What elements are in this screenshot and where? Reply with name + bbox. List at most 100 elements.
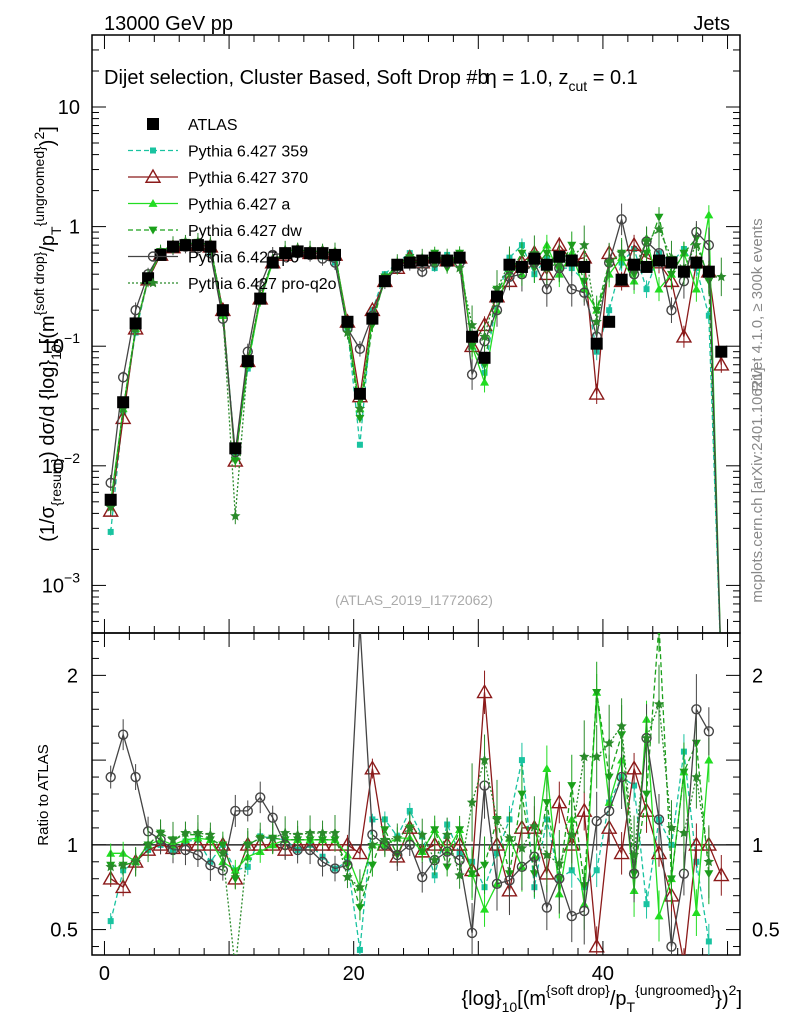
- main-point-pythia-6-427-370: [588, 385, 605, 400]
- ratio-point-pythia-6-427-359: [107, 918, 114, 925]
- atlas-point: [603, 315, 616, 328]
- ratio-point-pythia-6-427-359: [356, 946, 363, 953]
- ratio-point-pythia-6-427-p0: [703, 726, 715, 737]
- ratio-point-pythia-6-427-pro-q2o: [267, 832, 278, 843]
- ratio-point-pythia-6-427-dw: [480, 861, 490, 870]
- main-panel: 10−3 10−2 10−1 1 10 (ATLAS_2019_I1772062) Di…: [31, 34, 741, 634]
- atlas-point: [204, 240, 217, 253]
- atlas-point: [565, 254, 578, 267]
- atlas-point: [304, 247, 317, 260]
- x-tick-label: 20: [343, 963, 365, 985]
- main-point-pythia-6-427-p0: [105, 477, 116, 489]
- atlas-point: [316, 247, 329, 260]
- ratio-y-tick-label-right: 2: [752, 665, 763, 687]
- ratio-point-pythia-6-427-370: [351, 844, 369, 860]
- ratio-point-pythia-6-427-pro-q2o: [167, 834, 179, 845]
- main-point-pythia-6-427-p0: [616, 214, 627, 225]
- legend-marker-pythia-6-427-pro-q2o: [147, 277, 159, 288]
- ratio-point-pythia-6-427-dw: [230, 875, 240, 884]
- ratio-point-pythia-6-427-dw: [467, 870, 477, 879]
- ratio-point-pythia-6-427-dw: [679, 768, 689, 777]
- ratio-point-pythia-6-427-370: [102, 870, 119, 885]
- ratio-point-pythia-6-427-dw: [666, 875, 676, 884]
- main-point-pythia-6-427-pro-q2o: [230, 510, 241, 521]
- ratio-point-pythia-6-427-370: [588, 938, 605, 953]
- ratio-point-pythia-6-427-pro-q2o: [230, 963, 240, 973]
- atlas-point: [191, 239, 204, 252]
- ratio-point-pythia-6-427-pro-q2o: [628, 849, 640, 860]
- ratio-point-pythia-6-427-pro-q2o: [304, 827, 316, 838]
- main-point-pythia-6-427-p0: [566, 283, 577, 295]
- atlas-point: [665, 256, 678, 269]
- main-point-pythia-6-427-370: [102, 502, 119, 517]
- atlas-point: [428, 251, 441, 264]
- main-y-tick-label: 1: [69, 217, 80, 239]
- ratio-point-pythia-6-427-pro-q2o: [441, 829, 453, 840]
- atlas-point: [653, 254, 665, 267]
- atlas-point: [416, 254, 429, 267]
- atlas-point: [628, 258, 641, 271]
- main-point-pythia-6-427-a: [480, 377, 490, 386]
- ratio-point-pythia-6-427-p0: [417, 871, 428, 883]
- ratio-point-pythia-6-427-359: [518, 757, 525, 764]
- main-y-tick-label: 10−1: [42, 330, 80, 358]
- atlas-point: [104, 493, 117, 506]
- ratio-point-pythia-6-427-pro-q2o: [205, 829, 216, 840]
- main-point-pythia-6-427-pro-q2o: [105, 501, 116, 512]
- atlas-point: [590, 337, 603, 350]
- ratio-point-pythia-6-427-pro-q2o: [429, 854, 440, 865]
- legend-item-pythia-6-427-pro-q2o: Pythia 6.427 pro-q2o: [128, 276, 337, 293]
- ratio-point-pythia-6-427-p0: [130, 771, 141, 783]
- ratio-point-pythia-6-427-p0: [267, 812, 278, 823]
- main-point-pythia-6-427-359: [356, 441, 363, 448]
- ratio-point-pythia-6-427-pro-q2o: [292, 829, 303, 840]
- ratio-point-pythia-6-427-pro-q2o: [379, 834, 391, 845]
- atlas-point: [702, 265, 715, 278]
- legend-item-pythia-6-427-359: Pythia 6.427 359: [128, 144, 308, 161]
- ratio-y-tick-label-right: 0.5: [752, 920, 780, 942]
- ratio-point-pythia-6-427-pro-q2o: [392, 832, 403, 843]
- atlas-point: [266, 256, 279, 269]
- main-point-pythia-6-427-pro-q2o: [466, 319, 478, 330]
- x-axis-ticks: 0 20 40: [99, 35, 729, 985]
- ratio-y-ticks: 0.5 0.5 1 1 2 2: [50, 640, 780, 948]
- main-y-tick-label: 10−2: [42, 450, 80, 478]
- ratio-point-pythia-6-427-pro-q2o: [342, 871, 353, 882]
- header-left: 13000 GeV pp: [104, 13, 233, 35]
- ratio-point-pythia-6-427-370: [576, 802, 593, 817]
- ratio-series-layer: [102, 621, 730, 973]
- atlas-point: [715, 345, 728, 358]
- ratio-point-pythia-6-427-dw: [517, 790, 527, 799]
- ratio-point-pythia-6-427-a: [654, 911, 664, 920]
- main-point-pythia-6-427-p0: [417, 266, 428, 277]
- main-point-pythia-6-427-359: [107, 528, 114, 535]
- main-point-pythia-6-427-pro-q2o: [479, 331, 490, 342]
- ratio-y-axis-label: Ratio to ATLAS: [35, 744, 52, 845]
- ratio-point-pythia-6-427-359: [705, 938, 712, 945]
- ratio-point-pythia-6-427-370: [613, 844, 630, 860]
- atlas-point: [241, 355, 254, 368]
- header-right: Jets: [693, 13, 730, 35]
- main-point-pythia-6-427-dw: [230, 457, 240, 466]
- atlas-point: [179, 239, 192, 252]
- main-point-pythia-6-427-p0: [579, 287, 590, 298]
- main-point-pythia-6-427-pro-q2o: [342, 327, 353, 337]
- ratio-line-pythia-6-427-p0: [110, 633, 710, 947]
- ratio-point-pythia-6-427-pro-q2o: [554, 858, 565, 868]
- atlas-point: [515, 260, 528, 273]
- main-point-pythia-6-427-pro-q2o: [691, 239, 702, 250]
- legend-item-pythia-6-427-370: Pythia 6.427 370: [128, 168, 308, 187]
- ratio-point-pythia-6-427-dw: [655, 621, 664, 629]
- ratio-point-pythia-6-427-370: [114, 878, 132, 894]
- mcplots-label: mcplots.cern.ch [arXiv:2401.10621]: [749, 367, 766, 602]
- main-point-pythia-6-427-359: [705, 312, 712, 319]
- ratio-point-pythia-6-427-a: [542, 764, 552, 772]
- ratio-point-pythia-6-427-370: [625, 760, 643, 775]
- ratio-point-pythia-6-427-pro-q2o: [479, 754, 490, 765]
- legend-label-pythia-6-427-pro-q2o: Pythia 6.427 pro-q2o: [188, 276, 337, 293]
- main-y-ticks: 10−3 10−2 10−1 1 10: [42, 34, 740, 634]
- atlas-point: [117, 396, 130, 409]
- main-point-pythia-6-427-dw: [467, 342, 477, 351]
- ratio-point-pythia-6-427-p0: [317, 856, 328, 867]
